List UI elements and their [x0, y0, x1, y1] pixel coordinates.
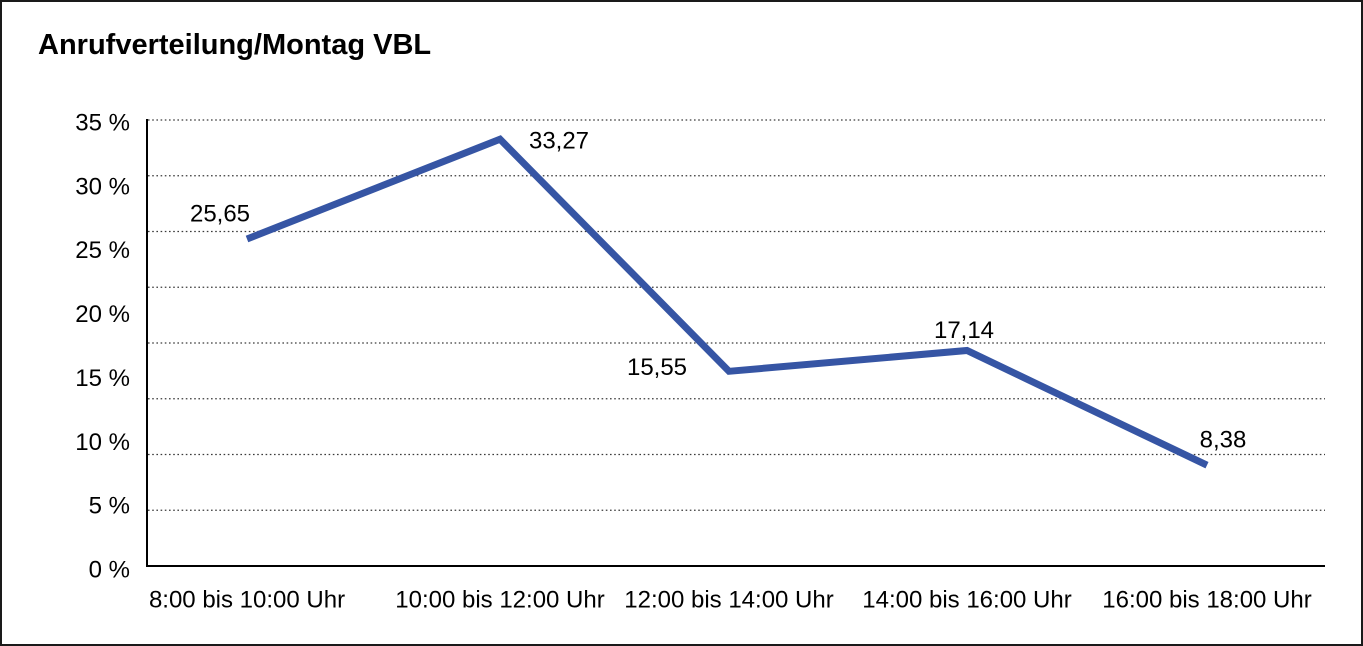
- x-tick: 12:00 bis 14:00 Uhr: [624, 587, 833, 614]
- x-tick: 14:00 bis 16:00 Uhr: [862, 587, 1071, 614]
- data-point-label: 15,55: [627, 354, 687, 381]
- x-tick: 8:00 bis 10:00 Uhr: [149, 587, 345, 614]
- data-point-label: 25,65: [190, 200, 250, 227]
- x-tick: 10:00 bis 12:00 Uhr: [395, 587, 604, 614]
- x-tick: 16:00 bis 18:00 Uhr: [1102, 587, 1311, 614]
- y-tick: 35 %: [75, 110, 130, 137]
- chart-title: Anrufverteilung/Montag VBL: [38, 29, 432, 61]
- y-tick: 20 %: [75, 301, 130, 328]
- x-tick-labels: 8:00 bis 10:00 Uhr 10:00 bis 12:00 Uhr 1…: [149, 587, 1312, 614]
- y-tick: 15 %: [75, 365, 130, 392]
- data-series-line: [245, 135, 1209, 469]
- data-point-label: 8,38: [1200, 427, 1247, 454]
- data-point-label: 17,14: [934, 317, 994, 344]
- data-point-label: 33,27: [529, 128, 589, 155]
- y-tick: 25 %: [75, 237, 130, 264]
- y-tick: 0 %: [89, 556, 130, 583]
- data-point-labels: 25,65 33,27 15,55 17,14 8,38: [190, 128, 1246, 454]
- y-tick-labels: 35 % 30 % 25 % 20 % 15 % 10 % 5 % 0 %: [75, 110, 130, 584]
- y-tick: 30 %: [75, 173, 130, 200]
- y-tick: 5 %: [89, 493, 130, 520]
- y-tick: 10 %: [75, 429, 130, 456]
- gridlines: [148, 119, 1325, 511]
